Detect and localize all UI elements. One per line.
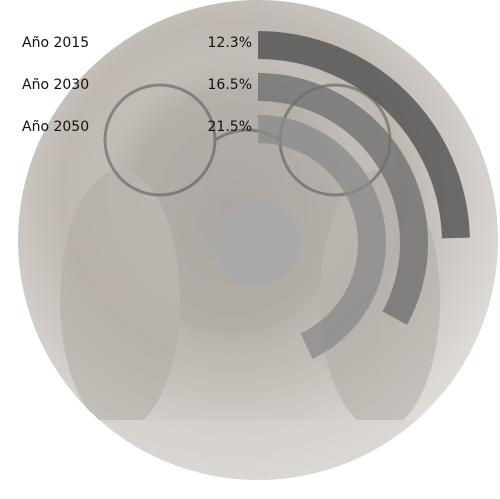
radial-bar-2 [258, 73, 429, 325]
value-label-3: 21.5% [207, 119, 252, 135]
radial-bar-3 [258, 115, 386, 359]
radial-bar-1 [258, 31, 470, 239]
value-label-2: 16.5% [207, 77, 252, 93]
center-hub [216, 201, 300, 285]
category-label-2: Año 2030 [22, 77, 90, 93]
radial-bars [258, 31, 470, 359]
value-label-1: 12.3% [207, 35, 252, 51]
category-label-1: Año 2015 [22, 35, 90, 51]
category-label-3: Año 2050 [22, 119, 90, 135]
